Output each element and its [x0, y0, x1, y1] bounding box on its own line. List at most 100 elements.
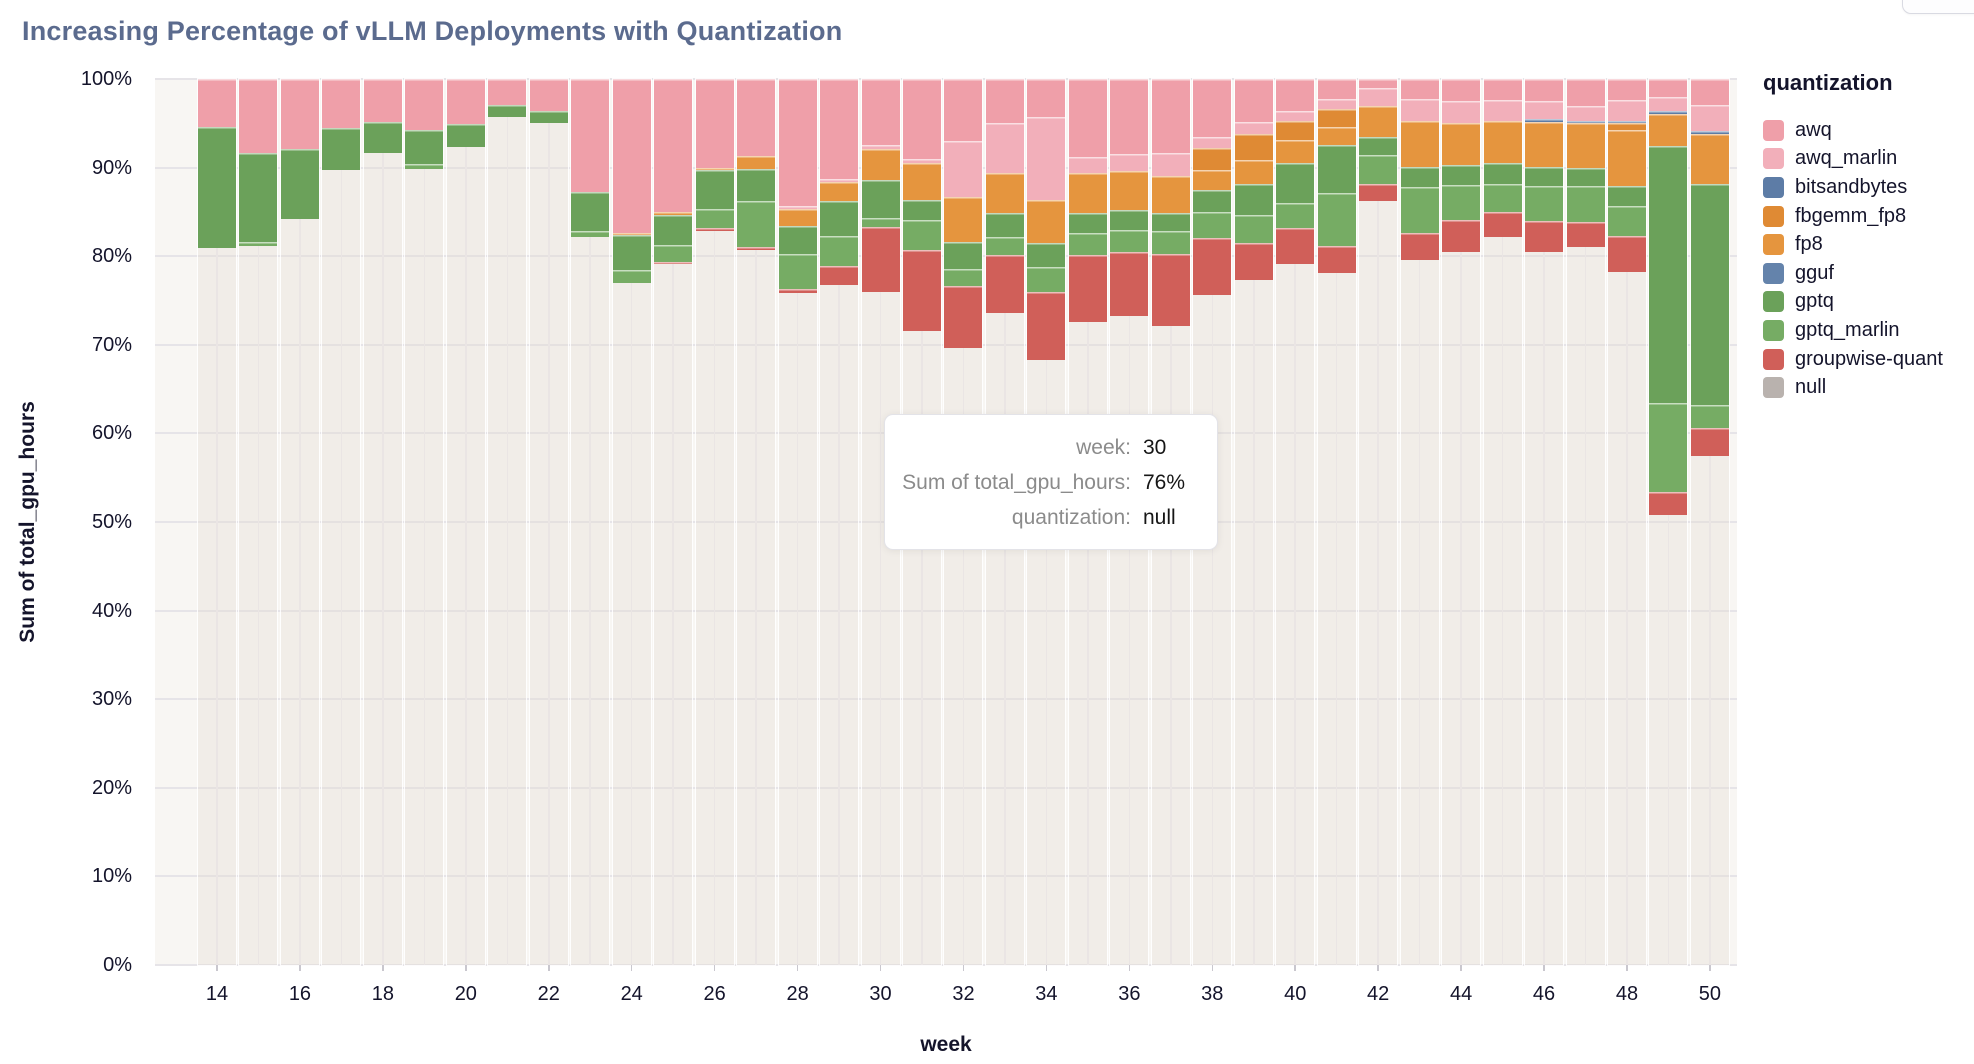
- bar-segment-awq-marlin-week-33[interactable]: [985, 123, 1024, 173]
- bar-segment-groupwise-quant-week-25[interactable]: [654, 262, 693, 265]
- bar-segment-groupwise-quant-week-42[interactable]: [1359, 183, 1398, 202]
- bar-segment-groupwise-quant-week-46[interactable]: [1525, 220, 1564, 252]
- bar-segment-null-week-38[interactable]: [1193, 295, 1232, 965]
- bar-segment-awq-week-28[interactable]: [778, 79, 817, 206]
- bar-segment-gptq-week-37[interactable]: [1151, 212, 1190, 232]
- bar-segment-fbgemm-fp8-week-38[interactable]: [1193, 148, 1232, 171]
- bar-segment-awq-week-41[interactable]: [1317, 79, 1356, 100]
- bar-segment-null-week-25[interactable]: [654, 264, 693, 965]
- bar-segment-fp8-week-38[interactable]: [1193, 170, 1232, 190]
- bar-segment-null-week-24[interactable]: [612, 282, 651, 965]
- bar-segment-gptq-marlin-week-26[interactable]: [695, 209, 734, 228]
- bar-segment-gptq-week-48[interactable]: [1607, 186, 1646, 206]
- bar-segment-gptq-marlin-week-19[interactable]: [405, 164, 444, 169]
- bar-segment-gptq-marlin-week-29[interactable]: [820, 235, 859, 266]
- bar-segment-gptq-week-28[interactable]: [778, 226, 817, 255]
- bar-segment-awq-marlin-week-42[interactable]: [1359, 87, 1398, 107]
- bar-segment-groupwise-quant-week-33[interactable]: [985, 255, 1024, 313]
- bar-segment-gptq-week-32[interactable]: [944, 242, 983, 269]
- bar-segment-null-week-19[interactable]: [405, 168, 444, 965]
- bar-segment-awq-week-33[interactable]: [985, 79, 1024, 124]
- bar-segment-awq-marlin-week-39[interactable]: [1234, 121, 1273, 134]
- bar-segment-null-week-21[interactable]: [488, 117, 527, 965]
- bar-segment-bitsandbytes-week-49[interactable]: [1649, 110, 1688, 114]
- bar-segment-awq-marlin-week-31[interactable]: [902, 158, 941, 164]
- bar-segment-fp8-week-47[interactable]: [1566, 123, 1605, 168]
- bar-segment-awq-week-36[interactable]: [1110, 79, 1149, 155]
- bar-segment-gptq-week-45[interactable]: [1483, 163, 1522, 184]
- bar-segment-groupwise-quant-week-35[interactable]: [1068, 255, 1107, 322]
- bar-segment-awq-week-15[interactable]: [239, 79, 278, 154]
- bar-segment-fp8-week-42[interactable]: [1359, 106, 1398, 137]
- bar-segment-fp8-week-29[interactable]: [820, 181, 859, 202]
- bar-segment-gptq-marlin-week-35[interactable]: [1068, 233, 1107, 256]
- bar-segment-null-week-41[interactable]: [1317, 273, 1356, 965]
- bar-segment-awq-marlin-week-47[interactable]: [1566, 105, 1605, 121]
- bar-segment-gptq-marlin-week-37[interactable]: [1151, 231, 1190, 254]
- bar-segment-groupwise-quant-week-30[interactable]: [861, 226, 900, 292]
- bar-segment-groupwise-quant-week-31[interactable]: [902, 250, 941, 331]
- bar-segment-groupwise-quant-week-43[interactable]: [1400, 233, 1439, 260]
- bar-segment-awq-marlin-week-40[interactable]: [1276, 110, 1315, 121]
- bar-segment-fp8-week-26[interactable]: [695, 167, 734, 171]
- bar-segment-groupwise-quant-week-32[interactable]: [944, 286, 983, 349]
- bar-segment-gptq-week-50[interactable]: [1690, 184, 1729, 406]
- bar-segment-groupwise-quant-week-47[interactable]: [1566, 221, 1605, 248]
- bar-segment-fp8-week-45[interactable]: [1483, 120, 1522, 164]
- bar-segment-awq-week-17[interactable]: [322, 79, 361, 128]
- bar-segment-null-week-49[interactable]: [1649, 514, 1688, 965]
- bar-segment-bitsandbytes-week-48[interactable]: [1607, 120, 1646, 124]
- bar-segment-awq-week-47[interactable]: [1566, 79, 1605, 106]
- bar-segment-awq-week-23[interactable]: [571, 79, 610, 192]
- bar-segment-fp8-week-39[interactable]: [1234, 159, 1273, 184]
- bar-segment-awq-week-49[interactable]: [1649, 79, 1688, 97]
- bar-segment-awq-marlin-week-29[interactable]: [820, 179, 859, 182]
- bar-segment-bitsandbytes-week-50[interactable]: [1690, 131, 1729, 134]
- bar-segment-gptq-marlin-week-36[interactable]: [1110, 229, 1149, 252]
- bar-segment-null-week-50[interactable]: [1690, 456, 1729, 965]
- bar-segment-gptq-week-26[interactable]: [695, 170, 734, 210]
- bar-segment-awq-week-20[interactable]: [446, 79, 485, 125]
- bar-segment-fp8-week-44[interactable]: [1442, 123, 1481, 165]
- bar-segment-awq-week-34[interactable]: [1027, 79, 1066, 118]
- legend-item-gptq[interactable]: gptq: [1763, 288, 1963, 317]
- bar-segment-gptq-week-38[interactable]: [1193, 189, 1232, 212]
- bar-segment-gptq-marlin-week-27[interactable]: [737, 201, 776, 248]
- bar-segment-gptq-week-15[interactable]: [239, 153, 278, 243]
- bar-segment-gptq-marlin-week-33[interactable]: [985, 236, 1024, 256]
- bar-segment-gptq-marlin-week-45[interactable]: [1483, 183, 1522, 212]
- bar-segment-awq-week-32[interactable]: [944, 79, 983, 142]
- bar-segment-fp8-week-43[interactable]: [1400, 120, 1439, 167]
- bar-segment-null-week-47[interactable]: [1566, 247, 1605, 965]
- bar-segment-awq-marlin-week-41[interactable]: [1317, 99, 1356, 110]
- bar-segment-fp8-week-40[interactable]: [1276, 140, 1315, 164]
- bar-segment-gptq-week-23[interactable]: [571, 191, 610, 232]
- bar-segment-gptq-week-27[interactable]: [737, 168, 776, 202]
- bar-segment-awq-week-27[interactable]: [737, 79, 776, 157]
- bar-segment-awq-week-19[interactable]: [405, 79, 444, 131]
- bar-segment-gptq-week-30[interactable]: [861, 180, 900, 219]
- bar-segment-gptq-week-47[interactable]: [1566, 167, 1605, 187]
- bar-segment-fp8-week-28[interactable]: [778, 209, 817, 227]
- bar-segment-fbgemm-fp8-week-39[interactable]: [1234, 133, 1273, 160]
- legend-item-fbgemm-fp8[interactable]: fbgemm_fp8: [1763, 202, 1963, 231]
- bar-segment-fp8-week-30[interactable]: [861, 149, 900, 181]
- bar-segment-gptq-marlin-week-28[interactable]: [778, 254, 817, 289]
- legend-item-fp8[interactable]: fp8: [1763, 230, 1963, 259]
- bar-segment-gptq-week-33[interactable]: [985, 212, 1024, 237]
- bar-segment-groupwise-quant-week-39[interactable]: [1234, 242, 1273, 281]
- bar-segment-gptq-week-21[interactable]: [488, 104, 527, 118]
- bar-segment-gptq-week-43[interactable]: [1400, 166, 1439, 188]
- bar-segment-awq-week-16[interactable]: [280, 79, 319, 149]
- bar-segment-gptq-week-16[interactable]: [280, 149, 319, 219]
- bar-segment-gptq-week-42[interactable]: [1359, 136, 1398, 156]
- bar-segment-awq-week-42[interactable]: [1359, 79, 1398, 88]
- bar-segment-awq-marlin-week-43[interactable]: [1400, 99, 1439, 121]
- bar-segment-bitsandbytes-week-47[interactable]: [1566, 120, 1605, 124]
- bar-segment-awq-marlin-week-30[interactable]: [861, 145, 900, 149]
- bar-segment-awq-week-40[interactable]: [1276, 79, 1315, 111]
- legend-item-gguf[interactable]: gguf: [1763, 259, 1963, 288]
- bar-segment-gptq-week-20[interactable]: [446, 124, 485, 148]
- bar-segment-gptq-marlin-week-24[interactable]: [612, 269, 651, 283]
- bar-segment-groupwise-quant-week-27[interactable]: [737, 247, 776, 250]
